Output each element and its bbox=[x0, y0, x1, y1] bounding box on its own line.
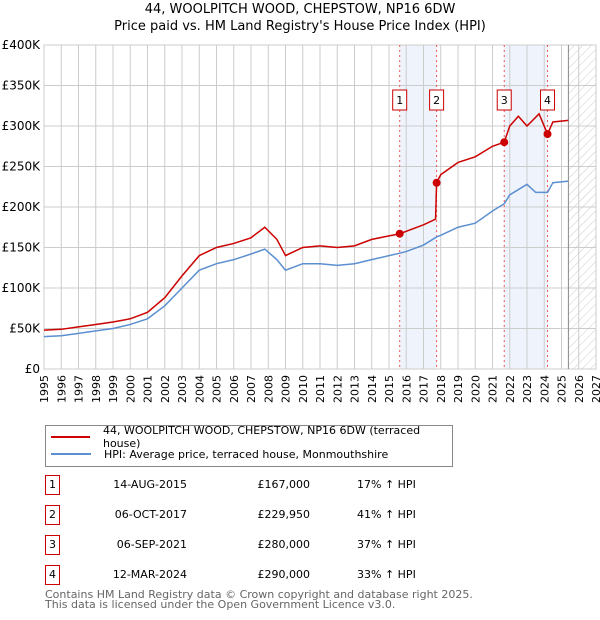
x-tick-label: 2002 bbox=[159, 375, 172, 403]
x-tick-label: 2013 bbox=[349, 375, 362, 403]
footer-line: This data is licensed under the Open Gov… bbox=[45, 598, 396, 611]
x-tick-label: 1997 bbox=[73, 375, 86, 403]
x-tick-label: 2018 bbox=[435, 375, 448, 403]
x-tick-label: 2001 bbox=[142, 375, 155, 403]
y-tick-label: £400K bbox=[2, 38, 42, 52]
sale-label-box bbox=[429, 89, 445, 111]
transaction-price: £280,000 bbox=[257, 538, 311, 551]
x-tick-label: 2016 bbox=[400, 375, 413, 403]
x-tick-label: 2004 bbox=[193, 375, 206, 403]
sale-label-box bbox=[392, 89, 408, 111]
y-tick-label: £350K bbox=[2, 79, 42, 93]
sale-label: 3 bbox=[501, 94, 508, 107]
y-tick-label: £50K bbox=[9, 322, 41, 336]
footer-line: Contains HM Land Registry data © Crown c… bbox=[45, 588, 473, 601]
footer: Contains HM Land Registry data © Crown c… bbox=[45, 588, 473, 611]
x-tick-label: 2009 bbox=[280, 375, 293, 403]
sale-point bbox=[395, 229, 404, 238]
transaction-row: 3 06-SEP-2021 £280,000 37% ↑ HPI bbox=[45, 535, 465, 555]
transaction-hpi: 33% ↑ HPI bbox=[357, 568, 416, 581]
x-tick-label: 1998 bbox=[90, 375, 103, 403]
sale-point bbox=[543, 130, 552, 139]
legend-label: 44, WOOLPITCH WOOD, CHEPSTOW, NP16 6DW (… bbox=[102, 424, 421, 450]
sale-label: 1 bbox=[396, 94, 403, 107]
legend-item-hpi: HPI: Average price, terraced house, Monm… bbox=[51, 446, 388, 462]
x-tick-label: 2014 bbox=[366, 375, 379, 403]
transaction-price: £290,000 bbox=[257, 568, 311, 581]
transaction-hpi: 37% ↑ HPI bbox=[357, 538, 416, 551]
transaction-price: £229,950 bbox=[257, 508, 311, 521]
series-line bbox=[43, 180, 569, 338]
x-tick-label: 2026 bbox=[573, 375, 586, 403]
y-tick-label: £100K bbox=[2, 281, 42, 295]
transaction-marker: 2 bbox=[45, 505, 60, 525]
sale-point bbox=[500, 138, 509, 147]
sale-point bbox=[432, 178, 441, 187]
chart-subtitle: Price paid vs. HM Land Registry's House … bbox=[114, 19, 486, 34]
x-tick-label: 2012 bbox=[331, 375, 344, 403]
x-tick-label: 2003 bbox=[176, 375, 189, 403]
sale-label-box bbox=[496, 89, 512, 111]
x-tick-label: 2019 bbox=[452, 375, 465, 403]
price-chart: 1995 1996 1997 1998 1999 2000 2001 2002 2003 2004… bbox=[2, 38, 600, 403]
x-tick-label: 1995 bbox=[38, 375, 51, 403]
y-tick-label: £300K bbox=[2, 119, 42, 133]
x-tick-label: 2024 bbox=[538, 375, 551, 403]
x-tick-label: 2021 bbox=[487, 375, 500, 403]
transaction-date: 06-SEP-2021 bbox=[116, 538, 187, 551]
y-tick-label: £150K bbox=[2, 241, 42, 255]
y-tick-label: £0 bbox=[25, 362, 40, 376]
x-tick-label: 2023 bbox=[521, 375, 534, 403]
series-line bbox=[43, 112, 569, 331]
x-tick-label: 2005 bbox=[211, 375, 224, 403]
sale-label: 2 bbox=[433, 94, 440, 107]
x-tick-label: 2000 bbox=[124, 375, 137, 403]
transaction-row: 1 14-AUG-2015 £167,000 17% ↑ HPI bbox=[45, 475, 465, 495]
transaction-row: 4 12-MAR-2024 £290,000 33% ↑ HPI bbox=[45, 565, 465, 585]
y-tick-label: £250K bbox=[2, 160, 42, 174]
sale-label-box bbox=[540, 89, 556, 111]
x-tick-label: 2008 bbox=[262, 375, 275, 403]
legend-line-red bbox=[51, 436, 90, 438]
transaction-hpi: 17% ↑ HPI bbox=[357, 478, 416, 491]
x-tick-label: 2011 bbox=[314, 375, 327, 403]
legend-label: HPI: Average price, terraced house, Monm… bbox=[104, 447, 389, 461]
transaction-hpi: 41% ↑ HPI bbox=[357, 508, 416, 521]
x-tick-label: 1999 bbox=[107, 375, 120, 403]
transaction-date: 14-AUG-2015 bbox=[113, 478, 187, 491]
x-tick-label: 2020 bbox=[469, 375, 482, 403]
transaction-marker: 4 bbox=[45, 565, 60, 585]
x-tick-label: 2017 bbox=[418, 375, 431, 403]
legend: 44, WOOLPITCH WOOD, CHEPSTOW, NP16 6DW (… bbox=[45, 424, 453, 467]
transaction-date: 06-OCT-2017 bbox=[114, 508, 187, 521]
legend-item-property: 44, WOOLPITCH WOOD, CHEPSTOW, NP16 6DW (… bbox=[51, 424, 452, 450]
transaction-price: £167,000 bbox=[257, 478, 311, 491]
x-tick-label: 2022 bbox=[504, 375, 517, 403]
x-tick-label: 1996 bbox=[55, 375, 68, 403]
x-tick-label: 2027 bbox=[590, 375, 600, 403]
x-tick-label: 2006 bbox=[228, 375, 241, 403]
x-tick-label: 2007 bbox=[245, 375, 258, 403]
x-tick-label: 2015 bbox=[383, 375, 396, 403]
transaction-marker: 1 bbox=[45, 475, 60, 495]
transaction-row: 2 06-OCT-2017 £229,950 41% ↑ HPI bbox=[45, 505, 465, 525]
chart-title: 44, WOOLPITCH WOOD, CHEPSTOW, NP16 6DW bbox=[144, 2, 456, 17]
x-tick-label: 2025 bbox=[556, 375, 569, 403]
transaction-marker: 3 bbox=[45, 535, 60, 555]
x-tick-label: 2010 bbox=[297, 375, 310, 403]
y-tick-label: £200K bbox=[2, 200, 42, 214]
sale-label: 4 bbox=[544, 94, 551, 107]
legend-line-blue bbox=[51, 453, 91, 455]
transaction-date: 12-MAR-2024 bbox=[112, 568, 187, 581]
